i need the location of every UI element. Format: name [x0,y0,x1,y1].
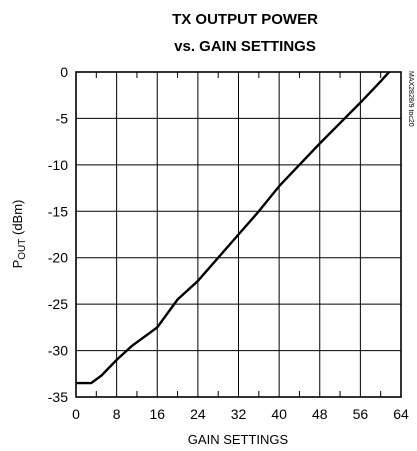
x-tick-label: 24 [190,406,206,422]
part-id-label: MAX2828/9 toc20 [407,71,414,127]
y-axis-label-sub: OUT [17,239,28,260]
x-tick-label: 32 [231,406,247,422]
y-axis-label-main: P [10,260,25,269]
series-line-0 [76,72,391,385]
chart-title-line1: TX OUTPUT POWER [172,11,318,28]
x-tick-label: 64 [393,406,409,422]
series-layer [76,72,391,385]
x-axis-label: GAIN SETTINGS [188,432,289,447]
y-axis-label-unit: (dBm) [10,200,25,239]
y-tick-label: -35 [48,389,68,405]
y-tick-label: 0 [60,64,68,80]
y-tick-label: -15 [48,203,68,219]
ticks [95,72,382,397]
x-tick-label: 0 [72,406,80,422]
plot-frame [75,71,402,398]
x-tick-label: 48 [312,406,328,422]
y-tick-label: -20 [48,250,68,266]
chart-title-line2: vs. GAIN SETTINGS [174,38,316,55]
grid [76,72,401,397]
y-tick-label: -25 [48,296,68,312]
x-tick-label: 56 [353,406,369,422]
x-tick-label: 40 [271,406,287,422]
x-tick-label: 16 [149,406,165,422]
x-tick-label: 8 [113,406,121,422]
tick-labels: 0 8 16 24 32 40 48 56 64 0 -5 -10 -15 -20 -25 -30 -35 [48,64,409,422]
y-tick-label: -5 [56,110,69,126]
y-tick-label: -30 [48,343,68,359]
y-axis-label: POUT (dBm) [10,200,28,269]
y-tick-label: -10 [48,157,68,173]
